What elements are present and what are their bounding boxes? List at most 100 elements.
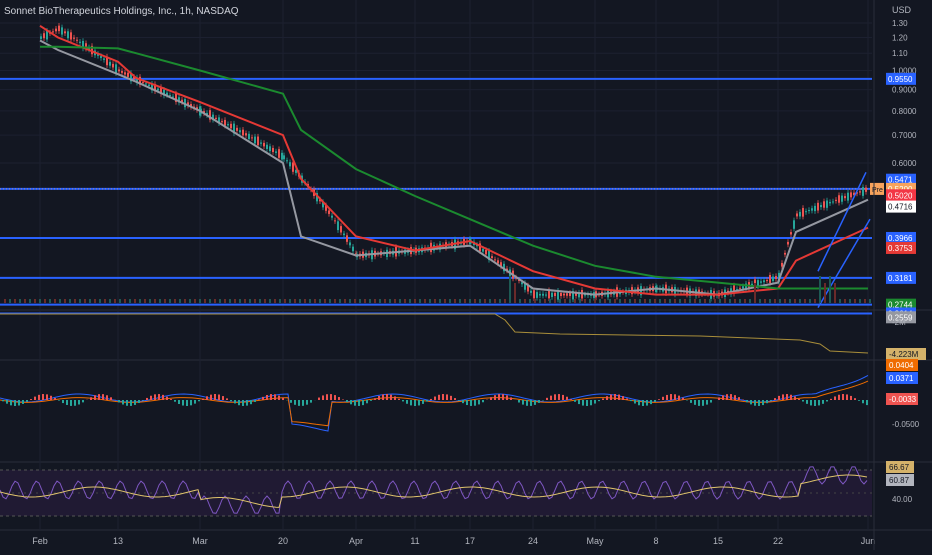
volume-bar-484 xyxy=(484,299,486,303)
candle-body-278 xyxy=(862,187,864,196)
candle-body-85 xyxy=(292,162,294,171)
macd-hist-34 xyxy=(34,397,36,400)
candle-body-62 xyxy=(224,120,226,126)
macd-hist-330 xyxy=(330,394,332,400)
macd-hist-30 xyxy=(30,399,32,400)
volume-bar-34 xyxy=(34,299,36,303)
candle-body-251 xyxy=(781,263,783,267)
candle-body-177 xyxy=(563,294,565,296)
volume-bar-304 xyxy=(304,299,306,303)
currency-label: USD xyxy=(892,5,911,15)
x-label-12: Jun xyxy=(861,536,876,546)
volume-bar-144 xyxy=(144,299,146,303)
candle-body-10 xyxy=(70,32,72,39)
volume-bar-179 xyxy=(179,299,181,303)
candle-body-179 xyxy=(569,293,571,296)
macd-hist-786 xyxy=(786,394,788,400)
macd-hist-606 xyxy=(606,396,608,400)
macd-hist-394 xyxy=(394,396,396,400)
volume-bar-644 xyxy=(644,299,646,303)
candle-body-71 xyxy=(251,137,253,138)
candle-body-273 xyxy=(847,193,849,201)
macd-hist-10 xyxy=(10,400,12,405)
macd-hist-570 xyxy=(570,399,572,400)
volume-bar-474 xyxy=(474,299,476,303)
macd-hist-54 xyxy=(54,398,56,400)
x-label-2: Mar xyxy=(192,536,208,546)
macd-hist-250 xyxy=(250,400,252,404)
macd-hist-426 xyxy=(426,400,428,402)
macd-hist-110 xyxy=(110,397,112,400)
x-label-7: 24 xyxy=(528,536,538,546)
candle-body-75 xyxy=(263,143,265,146)
volume-bar-379 xyxy=(379,299,381,303)
volume-bar-864 xyxy=(864,299,866,303)
macd-label-1: 0.0371 xyxy=(889,374,914,383)
macd-hist-178 xyxy=(178,400,180,404)
volume-bar-784 xyxy=(784,299,786,303)
candle-body-73 xyxy=(257,137,259,146)
macd-hist-794 xyxy=(794,396,796,400)
macd-hist-274 xyxy=(274,394,276,400)
volume-bar-774 xyxy=(774,299,776,303)
volume-bar-269 xyxy=(269,299,271,303)
volume-bar-459 xyxy=(459,299,461,303)
volume-bar-219 xyxy=(219,299,221,303)
macd-hist-854 xyxy=(854,398,856,400)
volume-bar-59 xyxy=(59,299,61,303)
volume-bar-734 xyxy=(734,299,736,303)
volume-bar-634 xyxy=(634,299,636,303)
macd-hist-218 xyxy=(218,395,220,400)
x-label-9: 8 xyxy=(653,536,658,546)
candle-body-36 xyxy=(148,85,150,86)
macd-hist-838 xyxy=(838,395,840,400)
macd-hist-378 xyxy=(378,396,380,400)
volume-bar-609 xyxy=(609,299,611,303)
candle-body-83 xyxy=(286,160,288,161)
macd-hist-526 xyxy=(526,400,528,406)
volume-bar-254 xyxy=(254,299,256,303)
macd-hist-682 xyxy=(682,398,684,400)
x-label-6: 17 xyxy=(465,536,475,546)
volume-bar-194 xyxy=(194,299,196,303)
macd-hist-90 xyxy=(90,397,92,400)
volume-bar-854 xyxy=(854,299,856,303)
volume-bar-154 xyxy=(154,299,156,303)
volume-bar-234 xyxy=(234,299,236,303)
macd-hist-410 xyxy=(410,400,412,405)
macd-hist-738 xyxy=(738,397,740,400)
macd-hist-434 xyxy=(434,397,436,400)
macd-hist-834 xyxy=(834,396,836,400)
candle-body-237 xyxy=(739,288,741,289)
macd-hist-262 xyxy=(262,397,264,400)
candle-body-97 xyxy=(328,211,330,214)
volume-bar-654 xyxy=(654,299,656,303)
macd-hist-518 xyxy=(518,400,520,403)
macd-hist-310 xyxy=(310,400,312,403)
volume-bar-239 xyxy=(239,299,241,303)
candle-body-247 xyxy=(769,275,771,283)
macd-hist-666 xyxy=(666,395,668,400)
volume-bar-599 xyxy=(599,299,601,303)
macd-hist-462 xyxy=(462,400,464,403)
candle-body-101 xyxy=(340,226,342,232)
candle-body-268 xyxy=(832,201,834,202)
macd-hist-374 xyxy=(374,398,376,400)
volume-bar-364 xyxy=(364,299,366,303)
macd-hist-522 xyxy=(522,400,524,405)
candle-body-80 xyxy=(278,149,280,158)
candle-body-245 xyxy=(763,280,765,282)
candle-body-173 xyxy=(551,293,553,297)
macd-hist-502 xyxy=(502,394,504,400)
x-label-10: 15 xyxy=(713,536,723,546)
macd-hist-750 xyxy=(750,400,752,404)
macd-hist-654 xyxy=(654,400,656,402)
volume-bar-214 xyxy=(214,299,216,303)
macd-hist-242 xyxy=(242,400,244,406)
price-tick-7: 0.6000 xyxy=(892,159,917,168)
x-label-0: Feb xyxy=(32,536,48,546)
macd-hist-94 xyxy=(94,395,96,400)
chart-title: Sonnet BioTherapeutics Holdings, Inc., 1… xyxy=(4,6,239,17)
